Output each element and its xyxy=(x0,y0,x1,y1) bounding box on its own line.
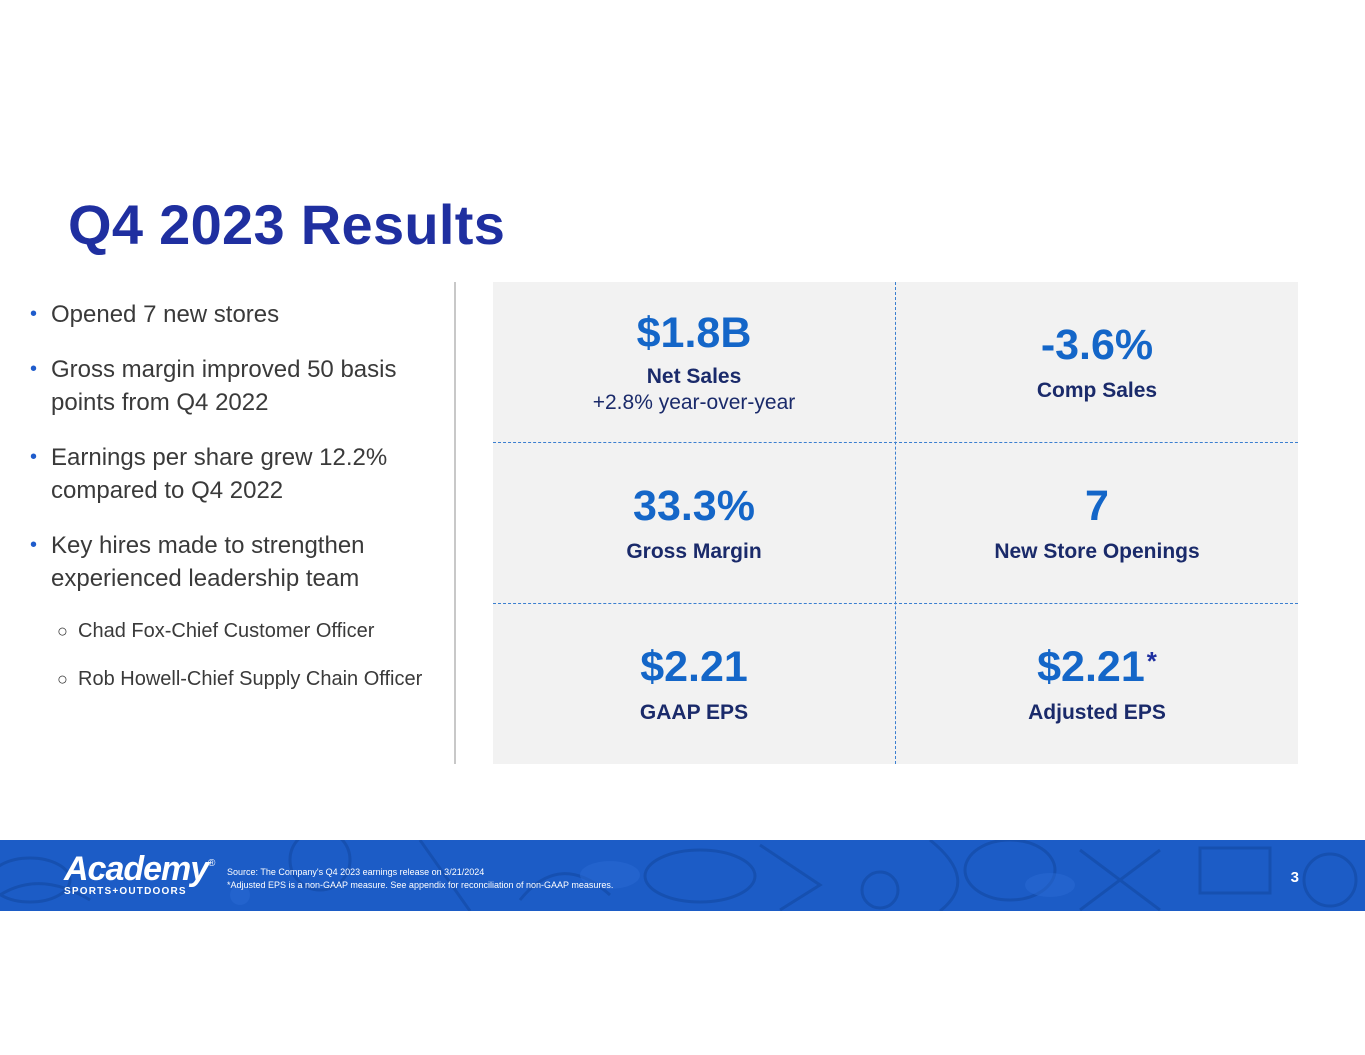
footnotes: Source: The Company's Q4 2023 earnings r… xyxy=(227,866,613,892)
grid-divider-horizontal xyxy=(493,603,1298,604)
metric-value: 7 xyxy=(1085,482,1109,530)
column-divider xyxy=(454,282,456,764)
circle-bullet-icon: ○ xyxy=(57,621,68,641)
source-note: Source: The Company's Q4 2023 earnings r… xyxy=(227,867,485,877)
sub-bullet-text: Chad Fox-Chief Customer Officer xyxy=(78,620,375,642)
logo-subtitle: SPORTS+OUTDOORS xyxy=(64,886,187,897)
metric-label: Adjusted EPS xyxy=(1028,701,1166,724)
highlights-list: • Opened 7 new stores • Gross margin impro… xyxy=(30,298,450,713)
academy-logo: Academy ® SPORTS+OUTDOORS xyxy=(64,850,215,897)
slide-title: Q4 2023 Results xyxy=(68,193,506,256)
metric-value: $2.21 xyxy=(1037,643,1145,691)
list-item: • Opened 7 new stores xyxy=(30,298,450,331)
registered-mark: ® xyxy=(208,858,216,869)
metric-label: Gross Margin xyxy=(626,540,762,563)
bullet-dot-icon: • xyxy=(30,446,38,468)
bullet-text: Earnings per share grew 12.2% compared t… xyxy=(51,444,388,504)
list-item: • Gross margin improved 50 basis points f… xyxy=(30,353,450,419)
logo-wordmark: Academy xyxy=(64,850,209,888)
metric-comp-sales: -3.6% Comp Sales xyxy=(896,282,1298,442)
circle-bullet-icon: ○ xyxy=(57,669,68,689)
bullet-text: Gross margin improved 50 basis points fr… xyxy=(51,356,397,416)
metric-net-sales: $1.8B Net Sales +2.8% year-over-year xyxy=(493,282,895,442)
metric-adjusted-eps: $2.21* Adjusted EPS xyxy=(896,604,1298,764)
page-number: 3 xyxy=(1290,869,1299,886)
metric-value: $2.21 xyxy=(640,643,748,691)
metric-new-store-openings: 7 New Store Openings xyxy=(896,443,1298,603)
metric-value: -3.6% xyxy=(1040,321,1154,369)
list-item: • Key hires made to strengthen experience… xyxy=(30,529,450,595)
bullet-dot-icon: • xyxy=(30,303,38,325)
metric-label: Comp Sales xyxy=(1036,379,1158,402)
metric-value-wrap: $2.21* xyxy=(1037,642,1157,692)
sub-list-item: ○ Rob Howell-Chief Supply Chain Officer xyxy=(30,665,450,693)
metric-value: 33.3% xyxy=(633,482,755,530)
bullet-dot-icon: • xyxy=(30,358,38,380)
list-item: • Earnings per share grew 12.2% compared … xyxy=(30,441,450,507)
bullet-text: Key hires made to strengthen experienced… xyxy=(51,532,365,592)
metric-gross-margin: 33.3% Gross Margin xyxy=(493,443,895,603)
sub-list-item: ○ Chad Fox-Chief Customer Officer xyxy=(30,617,450,645)
grid-divider-vertical xyxy=(895,282,896,764)
bullet-dot-icon: • xyxy=(30,534,38,556)
metric-label: New Store Openings xyxy=(994,540,1200,563)
adjusted-eps-note: *Adjusted EPS is a non-GAAP measure. See… xyxy=(227,880,614,890)
footnote-mark: * xyxy=(1146,646,1157,676)
grid-divider-horizontal xyxy=(493,442,1298,443)
metric-label: GAAP EPS xyxy=(639,701,749,724)
metrics-panel: $1.8B Net Sales +2.8% year-over-year -3.… xyxy=(493,282,1298,764)
metric-sublabel: +2.8% year-over-year xyxy=(592,391,796,414)
bullet-text: Opened 7 new stores xyxy=(51,301,280,328)
metric-label: Net Sales xyxy=(646,365,742,388)
metric-value: $1.8B xyxy=(636,309,752,357)
footer-banner: Academy ® SPORTS+OUTDOORS Source: The Co… xyxy=(0,840,1365,911)
outdoor-pattern-icon xyxy=(0,840,1358,911)
sub-bullet-text: Rob Howell-Chief Supply Chain Officer xyxy=(78,668,423,690)
metric-gaap-eps: $2.21 GAAP EPS xyxy=(493,604,895,764)
